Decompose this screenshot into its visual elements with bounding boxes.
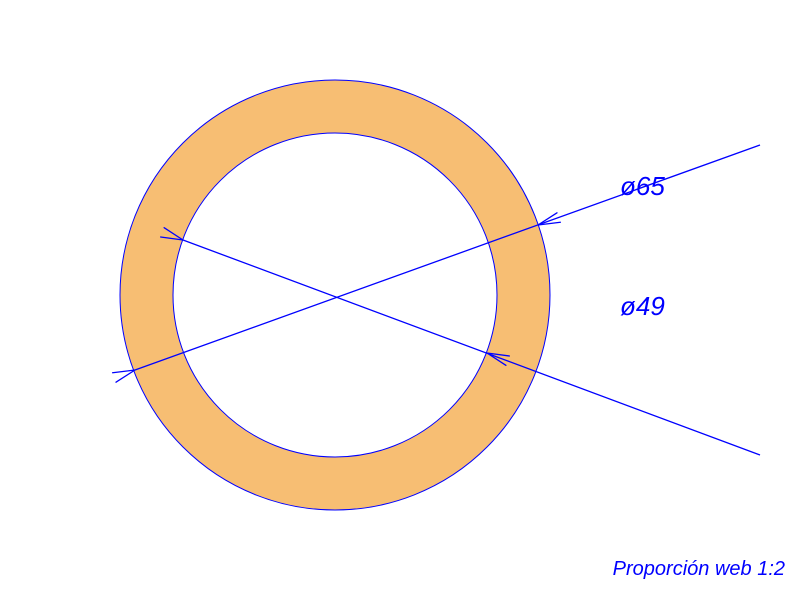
scale-caption: Proporción web 1:2	[613, 558, 785, 580]
outer-diameter-arrow-2	[538, 213, 560, 225]
outer-diameter-label: ø65	[620, 171, 665, 201]
outer-diameter-arrow-1	[113, 370, 135, 382]
inner-diameter-label: ø49	[620, 291, 665, 321]
ring-profile	[120, 80, 550, 510]
